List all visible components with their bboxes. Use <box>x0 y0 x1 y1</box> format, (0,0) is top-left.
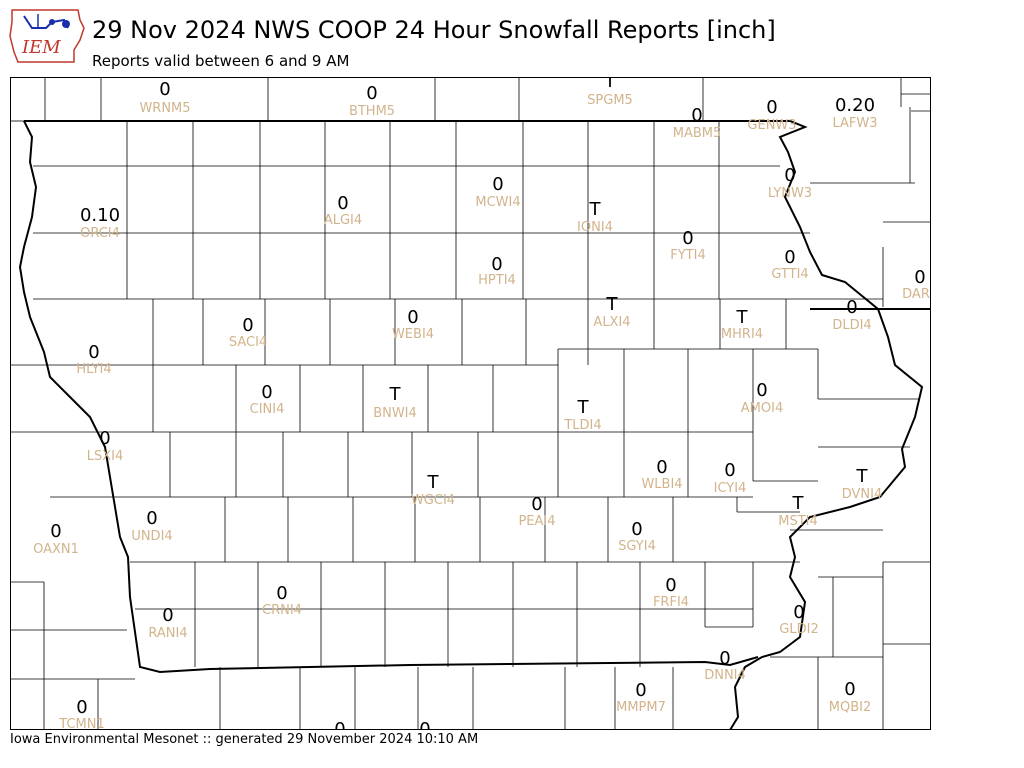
station-id: BTHM5 <box>349 104 395 119</box>
station-value: 0 <box>276 583 287 604</box>
station-value: 0 <box>261 382 272 403</box>
station-id: WEBI4 <box>392 327 434 342</box>
iem-logo: IEM <box>8 6 88 64</box>
station-value: 0 <box>407 307 418 328</box>
station-id: GENW3 <box>747 118 796 133</box>
station-id: IONI4 <box>577 220 613 235</box>
station-value: 0 <box>159 79 170 100</box>
station-value: 0 <box>492 174 503 195</box>
station-id: ORCI4 <box>80 226 120 241</box>
station-id: DNNI4 <box>704 668 746 683</box>
station-id: ALXI4 <box>593 315 630 330</box>
station-values: 0 WRNM5 0 BTHM5 T SPGM5 0 MABM5 0 GENW3 … <box>33 77 930 730</box>
station-value: 0 <box>76 697 87 718</box>
station-value: 0 <box>531 494 542 515</box>
station-id: LAFW3 <box>832 116 877 131</box>
station-id: UNDI4 <box>131 529 172 544</box>
station-id: HPTI4 <box>478 273 516 288</box>
station-value: T <box>577 397 590 418</box>
station-id: WGCI4 <box>411 493 455 508</box>
station-id: HLYI4 <box>76 362 111 377</box>
station-value: T <box>736 307 749 328</box>
station-value: 0 <box>914 267 925 288</box>
station-value: T <box>389 384 402 405</box>
station-id: ICYI4 <box>714 481 747 496</box>
station-value: 0 <box>242 315 253 336</box>
station-id: SGYI4 <box>618 539 656 554</box>
station-id: FYTI4 <box>670 248 705 263</box>
station-value: 0 <box>719 648 730 669</box>
station-value: 0 <box>846 297 857 318</box>
station-value: T <box>604 77 617 92</box>
station-id: FRFI4 <box>653 595 689 610</box>
station-value: 0 <box>784 247 795 268</box>
station-value: 0 <box>844 679 855 700</box>
station-id: SPGM5 <box>587 93 633 108</box>
station-id: OAXN1 <box>33 542 79 557</box>
station-value: 0 <box>146 508 157 529</box>
station-value: 0 <box>691 105 702 126</box>
station-id: BNWI4 <box>373 406 417 421</box>
station-value: T <box>792 493 805 514</box>
station-id: CINI4 <box>250 402 285 417</box>
station-value: 0 <box>682 228 693 249</box>
station-value: T <box>606 294 619 315</box>
station-id: MQBI2 <box>829 700 871 715</box>
station-id: DAR <box>902 287 930 302</box>
station-id: GLDI2 <box>779 622 818 637</box>
station-id: PEAI4 <box>518 514 555 529</box>
station-id: MCWI4 <box>475 195 520 210</box>
station-value: 0 <box>724 460 735 481</box>
station-value: 0 <box>793 602 804 623</box>
station-id: DLDI4 <box>832 318 871 333</box>
station-value: 0 <box>656 457 667 478</box>
station-value: T <box>856 466 869 487</box>
station-value: 0 <box>766 97 777 118</box>
station-id: LSXI4 <box>87 449 124 464</box>
station-id: GTTI4 <box>771 267 808 282</box>
station-id: MABM5 <box>673 126 722 141</box>
station-value: 0.20 <box>835 95 875 116</box>
station-id: ALGI4 <box>324 213 362 228</box>
county-borders <box>10 77 931 730</box>
logo-text: IEM <box>21 37 61 58</box>
station-value: 0.10 <box>80 205 120 226</box>
map-frame <box>10 77 931 730</box>
station-id: CRNI4 <box>262 603 302 618</box>
station-value: 0 <box>366 83 377 104</box>
station-id: RANI4 <box>148 626 187 641</box>
station-id: DVNI4 <box>842 487 883 502</box>
page-subtitle: Reports valid between 6 and 9 AM <box>92 52 350 70</box>
station-value: 0 <box>491 254 502 275</box>
station-value: T <box>427 472 440 493</box>
station-value: 0 <box>337 193 348 214</box>
station-id: AMOI4 <box>741 401 783 416</box>
station-id: SACI4 <box>229 335 267 350</box>
station-value: 0 <box>784 165 795 186</box>
station-value: 0 <box>162 605 173 626</box>
station-id: WRNM5 <box>139 101 190 116</box>
station-id: TCMN1 <box>58 717 104 730</box>
station-value: 0 <box>756 380 767 401</box>
station-id: MHRI4 <box>721 327 763 342</box>
station-value: 0 <box>88 342 99 363</box>
station-value: 0 <box>50 521 61 542</box>
page-title: 29 Nov 2024 NWS COOP 24 Hour Snowfall Re… <box>92 16 776 44</box>
station-value: 0 <box>631 519 642 540</box>
station-value: T <box>589 199 602 220</box>
station-value: 0 <box>635 680 646 701</box>
station-id: MMPM7 <box>616 700 666 715</box>
state-borders <box>18 120 931 730</box>
station-value: 0 <box>334 719 345 730</box>
station-id: TLDI4 <box>563 418 601 433</box>
station-id: LYNW3 <box>768 186 812 201</box>
station-id: MSTI4 <box>778 514 818 529</box>
station-id: WLBI4 <box>641 477 682 492</box>
snowfall-map: 0 WRNM5 0 BTHM5 T SPGM5 0 MABM5 0 GENW3 … <box>10 77 931 730</box>
footer-credit: Iowa Environmental Mesonet :: generated … <box>10 732 479 747</box>
station-value: 0 <box>665 575 676 596</box>
station-value: 0 <box>419 719 430 730</box>
iem-state-logo-icon: IEM <box>9 9 85 63</box>
station-value: 0 <box>99 428 110 449</box>
